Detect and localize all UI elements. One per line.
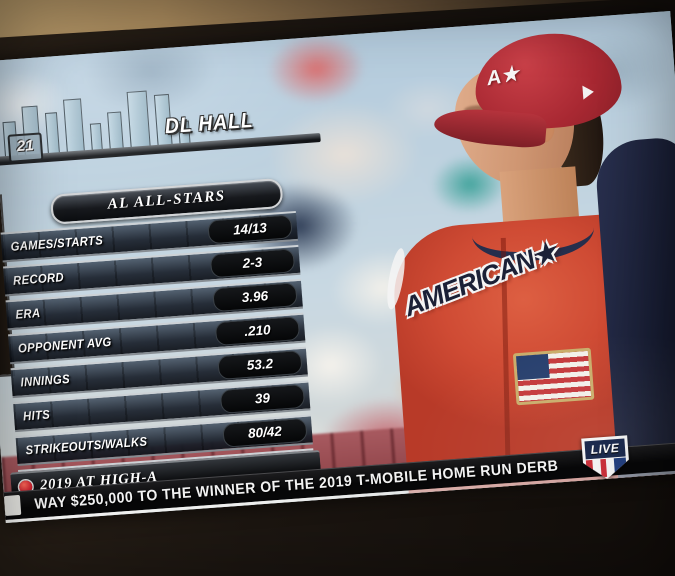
cap: A★ (432, 28, 630, 150)
stat-label: HITS (22, 407, 51, 424)
stat-value: 53.2 (217, 349, 303, 381)
skyline-bar (89, 122, 103, 152)
stat-label: GAMES/STARTS (10, 233, 104, 254)
skyline-bar (63, 98, 85, 154)
live-badge: LIVE (581, 435, 630, 480)
cap-side-flag-icon (582, 84, 595, 100)
stat-value: 14/13 (207, 214, 293, 245)
stat-label: INNINGS (20, 371, 71, 390)
live-badge-stripes (586, 457, 628, 478)
stat-value: .210 (214, 316, 301, 347)
us-flag-patch-icon (512, 347, 595, 406)
stat-label: ERA (15, 305, 41, 322)
player-number: 21 (7, 132, 44, 163)
pitcher: AMERICAN★ A★ (361, 11, 675, 494)
mlb-homeplate-icon: LIVE (581, 435, 630, 480)
stat-label: RECORD (12, 270, 65, 288)
stat-value: 80/42 (222, 417, 308, 448)
live-label: LIVE (584, 438, 626, 459)
flag-canton (516, 353, 551, 381)
stat-label: STRIKEOUTS/WALKS (25, 434, 148, 458)
stat-value: 2-3 (209, 248, 296, 279)
stat-value: 39 (219, 383, 306, 414)
stat-value: 3.96 (212, 282, 298, 313)
stats-graphic: 21 DL HALL AL ALL-STARS GAMES/STARTS 14/… (0, 81, 323, 501)
stat-label: OPPONENT AVG (17, 334, 113, 356)
tv-screen: AMERICAN★ A★ (0, 10, 675, 524)
ticker-left-logo-fragment (3, 494, 22, 517)
skyline-bar (44, 112, 60, 155)
